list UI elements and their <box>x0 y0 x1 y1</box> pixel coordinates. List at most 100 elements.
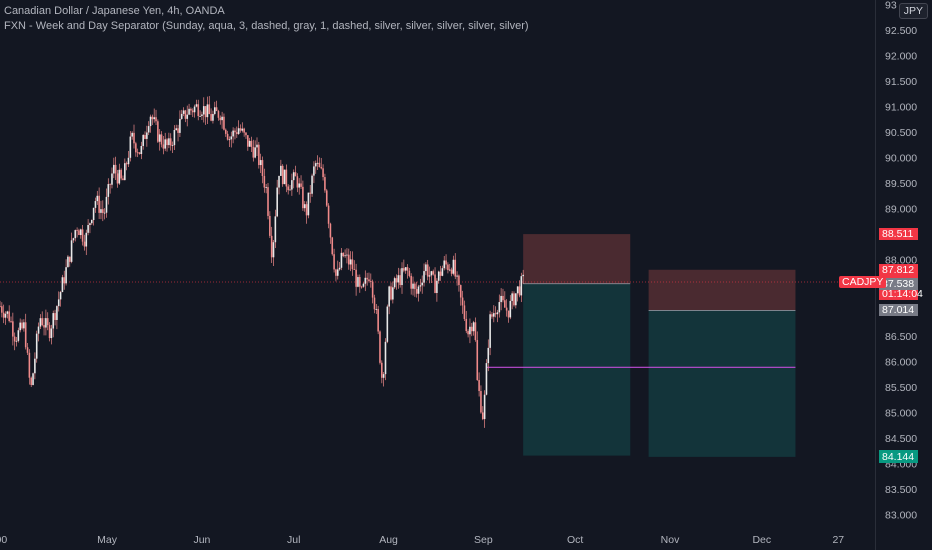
candle-body-193 <box>353 269 356 270</box>
candle-body-81 <box>147 126 150 133</box>
candle-body-129 <box>236 132 238 134</box>
candle-body-85 <box>155 117 157 122</box>
candle-body-169 <box>309 192 312 194</box>
price-tag-stop-b: 87.812 <box>879 263 918 276</box>
candle-body-175 <box>320 167 323 169</box>
chart-legend: Canadian Dollar / Japanese Yen, 4h, OAND… <box>4 4 529 34</box>
candle-body-210 <box>384 341 387 375</box>
candle-body-220 <box>403 268 405 271</box>
candle-body-46 <box>83 241 86 247</box>
candle-body-30 <box>54 313 56 320</box>
candle-body-275 <box>504 300 506 308</box>
candle-body-147 <box>269 215 271 236</box>
currency-badge[interactable]: JPY <box>898 3 928 19</box>
candle-body-219 <box>401 268 403 286</box>
candle-body-122 <box>223 116 225 130</box>
candle-body-254 <box>465 318 468 332</box>
candle-body-192 <box>351 259 354 270</box>
symbol-price-tag[interactable]: CADJPY <box>839 276 887 288</box>
candle-body-94 <box>171 145 174 146</box>
x-tick-label: Aug <box>379 534 398 546</box>
candle-body-136 <box>248 140 251 147</box>
y-tick-label: 83.500 <box>885 484 917 496</box>
x-tick-label: 27 <box>832 534 844 546</box>
candle-body-231 <box>423 271 425 283</box>
candle-body-115 <box>210 114 212 121</box>
y-tick-label: 91.000 <box>885 102 917 114</box>
candle-body-197 <box>360 286 363 288</box>
candle-body-217 <box>397 275 400 283</box>
candle-body-131 <box>239 128 242 131</box>
candle-body-176 <box>322 168 324 178</box>
candle-body-119 <box>217 111 220 118</box>
candle-body-4 <box>6 311 9 314</box>
candle-body-145 <box>265 187 267 188</box>
candle-body-50 <box>90 220 93 224</box>
candle-body-216 <box>395 278 398 283</box>
x-tick-label: Jul <box>287 534 300 546</box>
y-tick-label: 90.500 <box>885 127 917 139</box>
candle-body-67 <box>122 178 124 181</box>
candle-body-235 <box>430 271 433 276</box>
candle-body-48 <box>87 225 89 233</box>
candle-body-20 <box>35 333 38 359</box>
candle-body-170 <box>311 175 313 194</box>
candle-body-257 <box>470 326 473 332</box>
candle-body-26 <box>46 318 49 326</box>
candle-body-247 <box>452 259 455 274</box>
candle-body-202 <box>370 281 372 282</box>
candle-body-153 <box>280 165 282 176</box>
candle-body-209 <box>382 374 385 378</box>
candle-body-149 <box>272 242 275 258</box>
candle-body-223 <box>408 270 411 276</box>
candle-body-185 <box>338 267 341 270</box>
candle-body-142 <box>259 160 262 166</box>
candle-body-282 <box>516 286 519 294</box>
candle-body-47 <box>85 232 88 247</box>
candle-body-25 <box>45 318 47 328</box>
candle-body-103 <box>188 108 190 115</box>
y-tick-label: 86.500 <box>885 331 917 343</box>
candle-body-243 <box>445 260 447 265</box>
candle-body-127 <box>232 130 234 137</box>
candle-body-196 <box>358 277 361 287</box>
candle-body-14 <box>24 322 27 348</box>
candle-body-258 <box>472 322 475 332</box>
candle-body-204 <box>373 297 376 310</box>
y-tick-label: 84.500 <box>885 433 917 445</box>
candle-body-112 <box>204 106 207 118</box>
candle-body-51 <box>92 207 95 221</box>
candle-body-195 <box>357 277 359 287</box>
candle-body-10 <box>17 330 20 341</box>
x-tick-label: 0:00 <box>0 534 7 546</box>
candle-body-180 <box>329 223 332 238</box>
candle-body-19 <box>34 358 36 374</box>
candle-body-222 <box>406 267 409 271</box>
candle-body-177 <box>324 177 326 191</box>
candle-body-79 <box>144 135 146 139</box>
x-tick-label: Jun <box>193 534 210 546</box>
candle-body-141 <box>258 144 260 166</box>
symbol-legend[interactable]: Canadian Dollar / Japanese Yen, 4h, OAND… <box>4 5 225 17</box>
candle-body-277 <box>507 310 510 318</box>
candle-body-259 <box>474 322 477 341</box>
candle-body-123 <box>224 129 227 134</box>
candle-body-174 <box>318 162 321 168</box>
indicator-legend[interactable]: FXN - Week and Day Separator (Sunday, aq… <box>4 20 529 32</box>
candle-body-9 <box>15 340 18 342</box>
candle-body-203 <box>371 281 374 298</box>
candle-body-190 <box>347 254 350 265</box>
candle-body-266 <box>487 347 490 364</box>
candle-body-113 <box>206 104 209 118</box>
candle-body-53 <box>96 195 99 202</box>
y-tick-label: 91.500 <box>885 76 917 88</box>
target-zone-2 <box>648 310 796 457</box>
candle-body-167 <box>305 204 308 216</box>
candle-body-140 <box>256 144 258 148</box>
candle-body-225 <box>412 283 414 289</box>
candle-body-181 <box>331 237 334 255</box>
x-tick-label: Sep <box>474 534 493 546</box>
candle-body-45 <box>81 229 84 242</box>
